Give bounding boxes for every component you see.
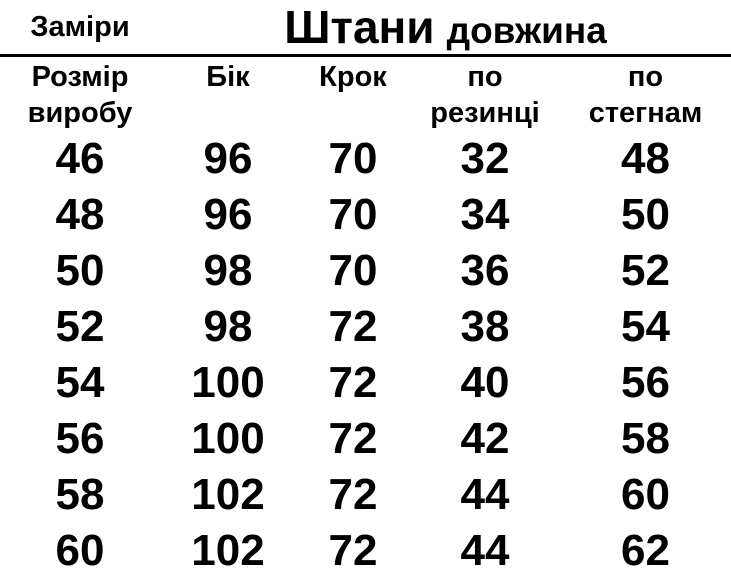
measure-cell: 70: [328, 134, 378, 183]
measure-cell: 72: [328, 414, 378, 463]
title-row: Заміри Штани довжина: [0, 0, 731, 56]
measure-cell: 34: [460, 190, 510, 239]
table-row: 46 96 70 32 48: [0, 131, 731, 187]
column-header: Крок: [296, 54, 410, 131]
measure-cell: 62: [621, 526, 670, 575]
measure-cell: 36: [460, 246, 510, 295]
size-cell: 50: [55, 246, 105, 295]
size-cell: 58: [55, 470, 105, 519]
measure-cell: 70: [328, 190, 378, 239]
measure-cell: 54: [621, 302, 670, 351]
table-row: 50 98 70 36 52: [0, 243, 731, 299]
measure-cell: 98: [203, 246, 253, 295]
table-title: Штани довжина: [160, 0, 731, 56]
table-title-main: Штани: [284, 1, 435, 53]
measure-cell: 98: [203, 302, 253, 351]
measure-cell: 72: [328, 470, 378, 519]
size-cell: 48: [55, 190, 105, 239]
measure-cell: 52: [621, 246, 670, 295]
table-row: 58 102 72 44 60: [0, 467, 731, 523]
measure-cell: 58: [621, 414, 670, 463]
measure-cell: 72: [328, 358, 378, 407]
measure-cell: 96: [203, 190, 253, 239]
measure-cell: 100: [191, 358, 265, 407]
size-cell: 60: [55, 526, 105, 575]
measure-cell: 56: [621, 358, 670, 407]
measure-cell: 72: [328, 526, 378, 575]
table-row: 48 96 70 34 50: [0, 187, 731, 243]
measure-cell: 44: [460, 470, 510, 519]
table-row: 54 100 72 40 56: [0, 355, 731, 411]
column-header: по стегнам: [560, 54, 731, 131]
measure-cell: 96: [203, 134, 253, 183]
measure-cell: 102: [191, 526, 265, 575]
table-title-sub: довжина: [446, 10, 607, 51]
measure-cell: 44: [460, 526, 510, 575]
table-row: 52 98 72 38 54: [0, 299, 731, 355]
size-cell: 54: [55, 358, 105, 407]
measure-cell: 48: [621, 134, 670, 183]
measure-cell: 100: [191, 414, 265, 463]
measure-cell: 70: [328, 246, 378, 295]
table-row: 56 100 72 42 58: [0, 411, 731, 467]
measure-cell: 32: [460, 134, 510, 183]
size-cell: 52: [55, 302, 105, 351]
column-header: Розмір виробу: [0, 54, 160, 131]
table-row: 60 102 72 44 62: [0, 523, 731, 578]
size-cell: 56: [55, 414, 105, 463]
measure-cell: 42: [460, 414, 510, 463]
measure-cell: 72: [328, 302, 378, 351]
measure-cell: 38: [460, 302, 510, 351]
column-header-row: Розмір виробу Бік Крок по резинці по стегнам: [0, 54, 731, 131]
measure-cell: 102: [191, 470, 265, 519]
size-cell: 46: [55, 134, 105, 183]
corner-label: Заміри: [30, 10, 130, 43]
measure-cell: 50: [621, 190, 670, 239]
column-header: по резинці: [410, 54, 560, 131]
column-header: Бік: [160, 54, 296, 131]
table-body: 46 96 70 32 48 48 96 70 34 50 50 98 70 36 52 52 98 72 38 54…: [0, 131, 731, 578]
measure-cell: 60: [621, 470, 670, 519]
measure-cell: 40: [460, 358, 510, 407]
